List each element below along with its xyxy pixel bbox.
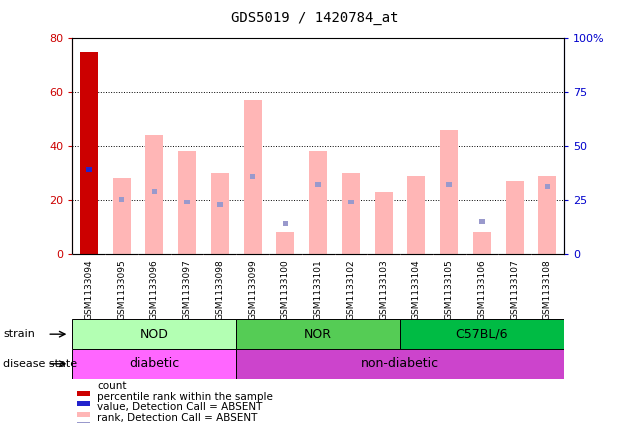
Text: GSM1133102: GSM1133102 <box>346 259 355 320</box>
Text: GSM1133104: GSM1133104 <box>412 259 421 320</box>
Bar <box>217 202 222 206</box>
Text: GDS5019 / 1420784_at: GDS5019 / 1420784_at <box>231 11 399 25</box>
Bar <box>236 349 564 379</box>
Bar <box>211 173 229 254</box>
Text: GSM1133108: GSM1133108 <box>543 259 552 320</box>
Bar <box>375 192 392 254</box>
Text: GSM1133101: GSM1133101 <box>314 259 323 320</box>
Bar <box>72 319 236 349</box>
Text: GSM1133099: GSM1133099 <box>248 259 257 320</box>
Bar <box>185 200 190 204</box>
Bar <box>80 52 98 254</box>
Bar <box>236 319 400 349</box>
Bar <box>545 184 550 190</box>
Bar <box>77 391 89 396</box>
Bar <box>316 182 321 187</box>
Text: strain: strain <box>3 329 35 339</box>
Bar <box>283 221 288 226</box>
Bar <box>408 176 425 254</box>
Bar <box>119 198 124 202</box>
Bar <box>506 181 524 254</box>
Text: GSM1133105: GSM1133105 <box>445 259 454 320</box>
Text: GSM1133100: GSM1133100 <box>281 259 290 320</box>
Bar <box>152 189 157 194</box>
Bar <box>113 179 130 254</box>
Text: non-diabetic: non-diabetic <box>361 357 439 370</box>
Bar <box>86 167 91 172</box>
Bar <box>80 151 98 254</box>
Text: GSM1133094: GSM1133094 <box>84 259 93 320</box>
Bar <box>440 130 458 254</box>
Text: percentile rank within the sample: percentile rank within the sample <box>97 392 273 401</box>
Text: value, Detection Call = ABSENT: value, Detection Call = ABSENT <box>97 402 262 412</box>
Text: GSM1133096: GSM1133096 <box>150 259 159 320</box>
Bar <box>244 100 261 254</box>
Text: GSM1133097: GSM1133097 <box>183 259 192 320</box>
Bar <box>77 412 89 417</box>
Text: C57BL/6: C57BL/6 <box>455 328 508 341</box>
Bar <box>539 176 556 254</box>
Text: GSM1133106: GSM1133106 <box>478 259 486 320</box>
Bar <box>447 182 452 187</box>
Text: disease state: disease state <box>3 359 77 369</box>
Bar <box>400 319 564 349</box>
Bar <box>277 232 294 254</box>
Bar <box>309 151 327 254</box>
Text: GSM1133103: GSM1133103 <box>379 259 388 320</box>
Text: GSM1133107: GSM1133107 <box>510 259 519 320</box>
Bar <box>72 349 236 379</box>
Bar <box>342 173 360 254</box>
Bar <box>479 219 484 224</box>
Bar <box>348 200 353 204</box>
Text: count: count <box>97 381 127 391</box>
Text: GSM1133095: GSM1133095 <box>117 259 126 320</box>
Bar <box>86 167 91 172</box>
Bar <box>178 151 196 254</box>
Text: NOD: NOD <box>140 328 169 341</box>
Text: diabetic: diabetic <box>129 357 180 370</box>
Text: rank, Detection Call = ABSENT: rank, Detection Call = ABSENT <box>97 413 258 423</box>
Bar <box>250 174 255 179</box>
Text: NOR: NOR <box>304 328 332 341</box>
Bar <box>77 401 89 406</box>
Text: GSM1133098: GSM1133098 <box>215 259 224 320</box>
Bar <box>146 135 163 254</box>
Bar <box>473 232 491 254</box>
